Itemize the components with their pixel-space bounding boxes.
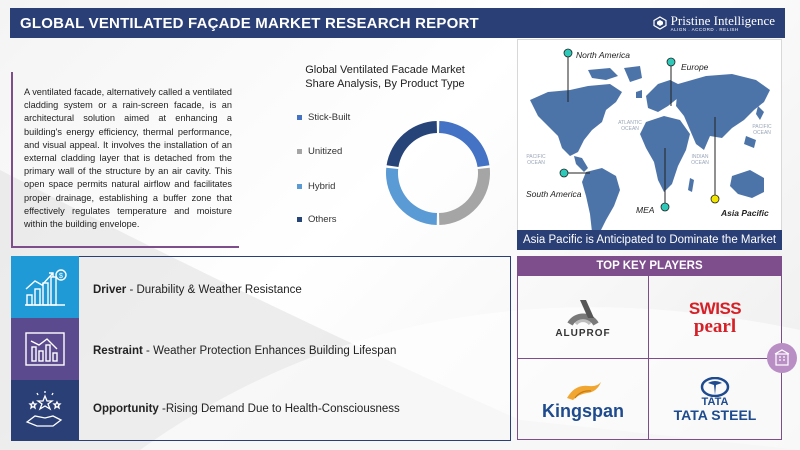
logo-emblem-icon [653, 16, 667, 30]
donut-slice-stick-built [438, 121, 490, 167]
legend-item: Unitized [297, 146, 342, 157]
player-aluprof: ALUPROF [518, 277, 648, 358]
description-frame [11, 72, 239, 248]
key-players-title: TOP KEY PLAYERS [517, 256, 782, 276]
legend-label: Hybrid [308, 181, 336, 192]
aluprof-logo-icon [567, 300, 599, 326]
dominant-region-banner: Asia Pacific is Anticipated to Dominate … [517, 230, 782, 250]
donut-slice-unitized [438, 167, 490, 225]
region-label-south-america: South America [526, 189, 582, 199]
logo-name: Pristine Intelligence [670, 12, 775, 28]
company-logo: Pristine Intelligence ALIGN . ACCORD . R… [653, 14, 775, 33]
report-header: GLOBAL VENTILATED FAÇADE MARKET RESEARCH… [10, 8, 785, 38]
donut-chart [386, 121, 490, 225]
kingspan-bird-logo-icon [567, 381, 601, 400]
south-america-shape [582, 168, 620, 236]
legend-label: Others [308, 214, 337, 225]
ocean-label-indian: INDIAN OCEAN [691, 154, 709, 166]
driver-statement: Driver - Durability & Weather Resistance [93, 284, 302, 296]
north-america-shape [530, 84, 622, 156]
driver-icon-tile: $ [11, 256, 79, 318]
opportunity-label: Opportunity [93, 403, 159, 415]
opportunity-icon-tile [11, 380, 79, 440]
ocean-label-atlantic: ATLANTIC OCEAN [618, 120, 642, 132]
tata-logo-icon [700, 376, 730, 397]
ocean-label-pacific-east: PACIFIC OCEAN [752, 124, 772, 136]
australia-shape [730, 170, 764, 198]
driver-text: - Durability & Weather Resistance [126, 284, 302, 296]
world-map [530, 48, 770, 236]
region-label-asia-pacific: Asia Pacific [721, 208, 769, 218]
ocean-label-pacific-west: PACIFIC OCEAN [526, 154, 546, 166]
restraint-icon-tile [11, 318, 79, 380]
asia-shape [676, 74, 770, 150]
north-america-pin-icon [563, 48, 573, 58]
logo-tagline: ALIGN . ACCORD . RELISH [670, 26, 739, 32]
region-label-north-america: North America [576, 50, 631, 60]
legend-item: Others [297, 214, 337, 225]
donut-slice-hybrid [386, 167, 438, 225]
legend-swatch [297, 149, 302, 154]
swisspearl-wordmark-bottom: pearl [693, 315, 737, 337]
region-label-europe: Europe [681, 62, 709, 72]
legend-swatch [297, 184, 302, 189]
player-swisspearl: SWISS pearl [649, 277, 781, 358]
tata-steel-wordmark: TATA STEEL [673, 406, 757, 423]
players-divider-horizontal [517, 358, 782, 359]
europe-shape [646, 80, 682, 112]
market-description: A ventilated facade, alternatively calle… [24, 87, 232, 230]
player-kingspan: Kingspan [518, 359, 648, 440]
aluprof-wordmark: ALUPROF [555, 328, 611, 339]
legend-item: Stick-Built [297, 112, 350, 123]
asia-pacific-pin-icon [710, 194, 720, 204]
legend-swatch [297, 115, 302, 120]
chart-title: Global Ventilated Facade Market Share An… [305, 64, 465, 90]
restraint-statement: Restraint - Weather Protection Enhances … [93, 345, 396, 357]
opportunity-text: -Rising Demand Due to Health-Consciousne… [158, 403, 400, 415]
donut-slice-others [386, 121, 438, 167]
restraint-text: - Weather Protection Enhances Building L… [142, 345, 397, 357]
continents [530, 66, 770, 236]
europe-pin-icon [666, 57, 676, 67]
region-label-mea: MEA [636, 205, 655, 215]
growth-chart-icon: $ [25, 269, 67, 306]
building-icon [774, 349, 790, 366]
declining-chart-icon [25, 332, 65, 366]
player-tata-steel: TATA TATA STEEL [649, 359, 781, 440]
legend-item: Hybrid [297, 181, 335, 192]
report-title: GLOBAL VENTILATED FAÇADE MARKET RESEARCH… [20, 14, 479, 32]
legend-label: Unitized [308, 146, 343, 157]
hand-stars-icon [25, 391, 63, 427]
south-america-pin-icon [559, 168, 569, 178]
regional-map-panel: North America Europe South America MEA A… [517, 39, 782, 250]
driver-label: Driver [93, 284, 127, 296]
tata-wordmark: TATA [701, 395, 729, 408]
swisspearl-wordmark-top: SWISS [688, 298, 742, 318]
mea-pin-icon [660, 202, 670, 212]
restraint-label: Restraint [93, 345, 143, 357]
legend-swatch [297, 217, 302, 222]
contact-badge[interactable] [767, 343, 797, 373]
opportunity-statement: Opportunity -Rising Demand Due to Health… [93, 403, 400, 415]
legend-label: Stick-Built [308, 112, 351, 123]
kingspan-wordmark: Kingspan [541, 400, 624, 421]
svg-text:$: $ [59, 273, 63, 280]
